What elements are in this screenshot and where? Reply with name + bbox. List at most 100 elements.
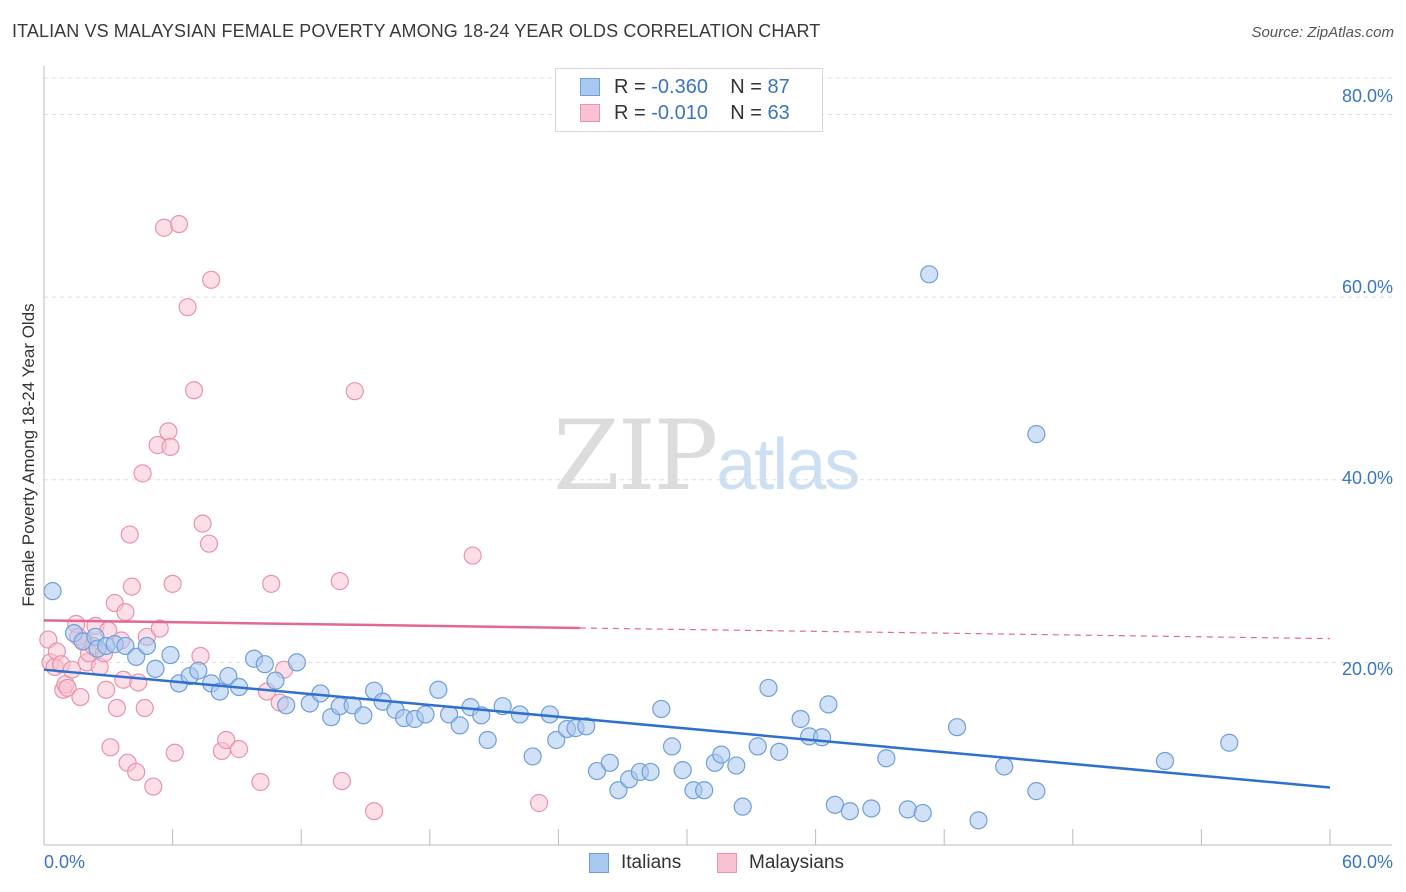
malaysian-point	[129, 673, 148, 692]
malaysian-point	[202, 270, 221, 289]
malaysians-trend-line	[43, 619, 580, 630]
italian-point	[219, 666, 238, 686]
italians-legend-label: Italians	[621, 852, 682, 873]
italian-point	[523, 747, 542, 766]
n-label: N =	[730, 102, 768, 124]
malaysian-point	[163, 574, 182, 593]
italian-point	[662, 737, 682, 756]
italians-swatch	[580, 78, 600, 96]
italian-point	[277, 696, 296, 715]
watermark: ZIPatlas	[553, 400, 860, 512]
italian-point	[695, 781, 714, 800]
malaysian-point	[345, 382, 364, 401]
malaysian-point	[330, 572, 349, 591]
malaysian-point	[114, 670, 133, 689]
malaysian-point	[178, 298, 197, 317]
malaysian-point	[364, 802, 384, 821]
italian-point	[995, 757, 1014, 776]
italian-point	[127, 647, 146, 667]
malaysian-point	[193, 514, 212, 533]
malaysian-point	[58, 678, 77, 698]
malaysian-point	[101, 738, 120, 757]
malaysian-point	[135, 698, 154, 718]
italian-point	[609, 781, 628, 800]
italian-point	[748, 737, 767, 756]
malaysians-legend-label: Malaysians	[749, 852, 845, 873]
y-tick-label: 80.0%	[1341, 86, 1393, 106]
malaysian-point	[154, 218, 174, 237]
malaysian-point	[262, 574, 281, 593]
chart-title: ITALIAN VS MALAYSIAN FEMALE POVERTY AMON…	[12, 21, 821, 41]
italian-point	[547, 730, 566, 750]
r-value: -0.010	[651, 102, 708, 124]
malaysian-point	[144, 777, 163, 796]
italian-point	[577, 717, 596, 736]
n-value: 87	[767, 76, 790, 98]
malaysian-point	[169, 214, 189, 234]
r-label: R =	[614, 102, 652, 124]
italian-point	[727, 756, 746, 775]
malaysian-point	[184, 381, 204, 400]
y-tick-label: 20.0%	[1341, 659, 1393, 679]
italians-legend-swatch	[589, 853, 609, 873]
malaysian-point	[229, 740, 249, 759]
italian-point	[825, 795, 844, 814]
italian-point	[812, 728, 832, 747]
italian-point	[898, 800, 917, 819]
malaysian-point	[127, 762, 146, 782]
italian-point	[1220, 733, 1239, 752]
correlation-legend: R = -0.360 N = 87 R = -0.010 N = 63	[555, 68, 823, 132]
italian-point	[641, 762, 660, 782]
italian-point	[287, 653, 307, 672]
italian-point	[673, 761, 692, 780]
n-value: 63	[767, 102, 790, 124]
italian-point	[354, 706, 373, 725]
malaysian-point	[120, 525, 139, 544]
italian-point	[255, 655, 274, 674]
watermark-atlas: atlas	[716, 425, 860, 505]
watermark-zip: ZIP	[553, 400, 718, 512]
italian-point	[759, 678, 778, 698]
malaysian-point	[199, 534, 219, 553]
italian-point	[862, 799, 881, 818]
italian-point	[652, 699, 671, 719]
malaysians-swatch	[580, 104, 600, 122]
italian-point	[266, 671, 285, 690]
malaysian-point	[530, 793, 549, 813]
malaysian-point	[62, 660, 81, 679]
malaysian-point	[97, 680, 116, 699]
malaysian-point	[463, 546, 482, 565]
italian-point	[146, 659, 165, 678]
italian-point	[189, 661, 208, 680]
italian-point	[913, 803, 932, 823]
italian-point	[43, 582, 62, 601]
malaysian-point	[161, 437, 180, 456]
italian-point	[137, 636, 156, 656]
italian-point	[733, 797, 752, 816]
italian-point	[116, 636, 135, 656]
italian-point	[1027, 425, 1046, 444]
malaysian-point	[133, 464, 152, 483]
x-tick-label-start: 0.0%	[44, 852, 86, 872]
italian-point	[587, 761, 607, 781]
italian-point	[770, 742, 789, 761]
italian-point	[791, 709, 810, 729]
italians-trend-line	[43, 668, 1331, 789]
r-value: -0.360	[651, 76, 708, 98]
malaysian-point	[251, 772, 270, 792]
x-tick-label-end: 60.0%	[1341, 852, 1393, 872]
malaysian-point	[107, 698, 126, 718]
malaysian-point	[150, 619, 169, 638]
malaysian-point	[332, 771, 352, 791]
malaysian-point	[217, 730, 236, 750]
malaysian-point	[116, 603, 135, 622]
malaysians-trend-line-extension	[579, 627, 1331, 640]
italian-point	[429, 680, 448, 699]
malaysian-point	[71, 687, 90, 707]
malaysian-point	[159, 422, 178, 441]
malaysian-point	[122, 577, 141, 596]
malaysians-legend-swatch	[717, 853, 737, 873]
italian-point	[819, 695, 838, 714]
italian-point	[1027, 782, 1046, 801]
